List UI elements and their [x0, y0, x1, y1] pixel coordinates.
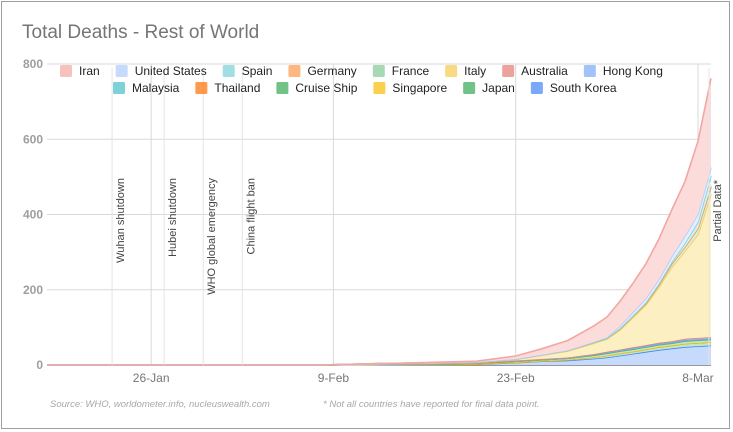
legend-item: Cruise Ship [276, 81, 358, 95]
area-italy [47, 194, 711, 365]
legend-label: Japan [482, 81, 515, 95]
legend-item: United States [115, 64, 207, 78]
legend-swatch [530, 82, 543, 94]
y-tick-label: 600 [23, 132, 43, 146]
chart-title: Total Deaths - Rest of World [22, 22, 260, 43]
legend-item: Singapore [373, 81, 447, 95]
legend-swatch [195, 82, 208, 94]
area-south-korea [47, 345, 711, 365]
event-annotation: Wuhan shutdown [115, 178, 127, 263]
y-tick-label: 200 [23, 283, 43, 297]
y-tick-label: 0 [36, 358, 43, 372]
legend-item: Thailand [195, 81, 260, 95]
legend-label: Iran [79, 64, 100, 78]
event-annotation: Partial Data* [712, 179, 724, 241]
x-tick-label: 9-Feb [318, 371, 350, 385]
legend-swatch [502, 65, 515, 77]
legend-swatch [583, 65, 596, 77]
legend-item: South Korea [530, 81, 617, 95]
legend-label: Australia [521, 64, 568, 78]
line-iran [47, 78, 712, 366]
legend-item: Italy [445, 64, 486, 78]
y-tick-label: 400 [23, 208, 43, 222]
x-tick-label: 23-Feb [497, 371, 535, 385]
legend-label: Spain [242, 64, 273, 78]
legend-label: Cruise Ship [295, 81, 357, 95]
legend-swatch [60, 65, 72, 77]
legend-swatch [222, 65, 235, 77]
legend-label: Malaysia [132, 81, 180, 95]
legend-swatch [276, 82, 289, 94]
legend-item: Japan [463, 81, 515, 95]
legend-item: Hong Kong [583, 64, 663, 78]
legend-swatch [373, 82, 386, 94]
legend-label: France [392, 64, 430, 78]
legend-swatch [372, 65, 385, 77]
legend-label: Thailand [214, 81, 260, 95]
legend-swatch [115, 65, 128, 77]
legend-swatch [113, 82, 125, 94]
legend-item: Spain [222, 64, 273, 78]
legend-label: South Korea [550, 81, 617, 95]
legend-item: France [372, 64, 430, 78]
legend-item: Malaysia [113, 81, 180, 95]
legend-swatch [288, 65, 301, 77]
legend-label: Singapore [392, 81, 447, 95]
legend-item: Germany [288, 64, 357, 78]
legend-item: Iran [60, 64, 100, 78]
legend-swatch [463, 82, 476, 94]
legend-label: United States [135, 64, 207, 78]
legend-item: Australia [502, 64, 568, 78]
legend-label: Germany [307, 64, 356, 78]
x-tick-label: 8-Mar [682, 371, 713, 385]
legend-label: Hong Kong [603, 64, 663, 78]
event-annotation: Hubei shutdown [167, 178, 179, 257]
source-footnote: Source: WHO, worldometer.info, nucleuswe… [50, 399, 270, 410]
event-annotation: WHO global emergency [206, 178, 218, 295]
partial-data-footnote: * Not all countries have reported for fi… [323, 399, 540, 410]
x-tick-label: 26-Jan [133, 371, 170, 385]
area-iran [47, 78, 711, 366]
legend-swatch [445, 65, 458, 77]
legend-label: Italy [464, 64, 486, 78]
y-tick-label: 800 [23, 57, 43, 71]
event-annotation: China flight ban [245, 178, 257, 254]
